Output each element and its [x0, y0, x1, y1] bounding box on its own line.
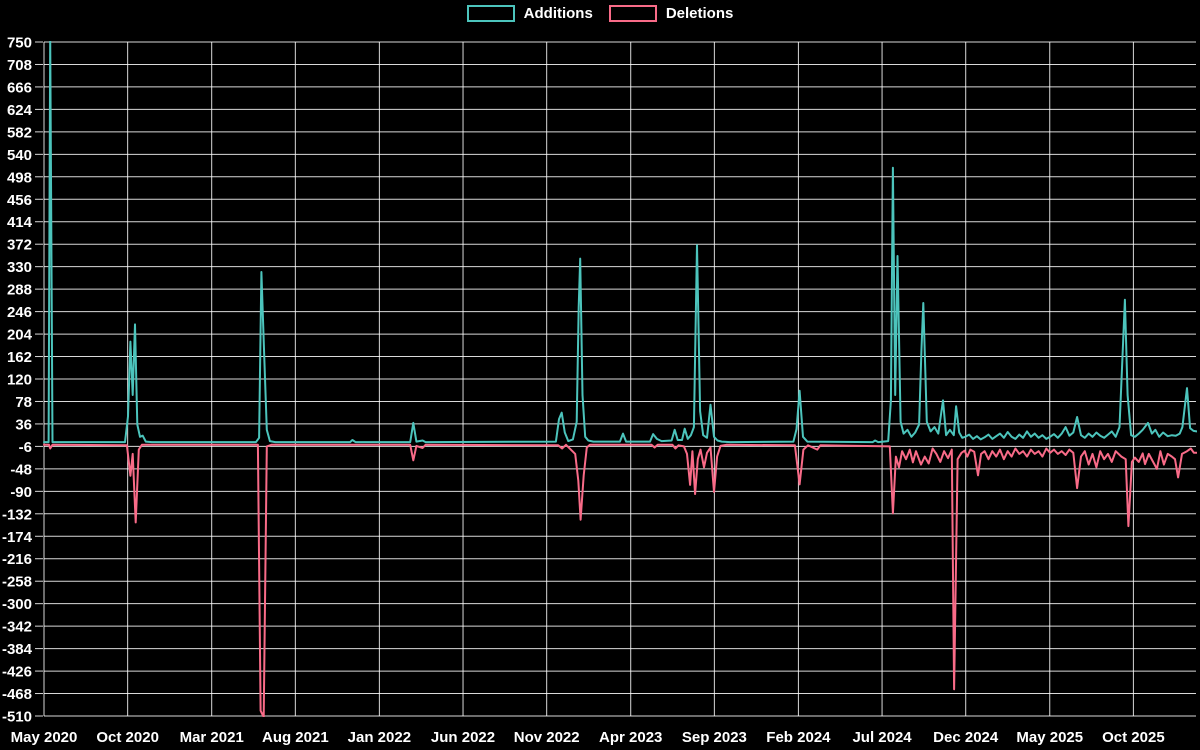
- y-axis-label: 204: [7, 327, 33, 344]
- y-axis-label: 498: [7, 169, 32, 186]
- y-axis-label: -132: [2, 506, 32, 523]
- y-axis-label: -48: [10, 461, 32, 478]
- x-axis-label: May 2025: [1016, 729, 1083, 746]
- x-axis-label: Dec 2024: [933, 729, 999, 746]
- legend-label-deletions: Deletions: [665, 5, 734, 22]
- y-axis-label: -216: [2, 551, 32, 568]
- y-axis-label: 330: [7, 259, 32, 276]
- x-axis-label: Jun 2022: [431, 729, 495, 746]
- legend-label-additions: Additions: [523, 5, 593, 22]
- y-axis-label: 120: [7, 372, 32, 389]
- x-axis-label: Feb 2024: [766, 729, 831, 746]
- y-axis-label: 36: [15, 416, 32, 433]
- y-axis-label: 540: [7, 147, 32, 164]
- gridlines: [35, 41, 1196, 717]
- y-axis-label: 750: [7, 35, 32, 52]
- y-axis-label: -6: [19, 439, 32, 456]
- x-axis-label: Oct 2025: [1102, 729, 1165, 746]
- y-axis-label: -384: [2, 641, 33, 658]
- legend-item-additions[interactable]: Additions: [466, 5, 593, 22]
- additions-line: [43, 41, 1197, 444]
- y-axis-labels: 750 708 666 624 582 540 498 456 414 372 330 288 246 2…: [2, 35, 33, 726]
- y-axis-label: -90: [10, 484, 32, 501]
- x-axis-label: Mar 2021: [180, 729, 244, 746]
- x-axis-label: May 2020: [11, 729, 78, 746]
- legend-swatch-deletions: [608, 5, 657, 22]
- y-axis-label: 162: [7, 349, 32, 366]
- chart-legend: Additions Deletions: [0, 5, 1200, 22]
- y-axis-label: 582: [7, 124, 32, 141]
- y-axis-label: -342: [2, 619, 32, 636]
- x-axis-labels: May 2020 Oct 2020 Mar 2021 Aug 2021 Jan 2022…: [11, 729, 1165, 746]
- x-axis-label: Apr 2023: [599, 729, 662, 746]
- x-axis-label: Aug 2021: [262, 729, 329, 746]
- y-axis-label: -258: [2, 574, 32, 591]
- y-axis-label: -174: [2, 529, 33, 546]
- y-axis-label: 666: [7, 79, 32, 96]
- y-axis-label: -510: [2, 709, 32, 726]
- y-axis-label: -468: [2, 686, 32, 703]
- y-axis-label: 414: [7, 214, 33, 231]
- y-axis-label: 624: [7, 102, 33, 119]
- x-axis-label: Oct 2020: [96, 729, 159, 746]
- y-axis-label: 708: [7, 57, 32, 74]
- y-axis-label: 78: [15, 394, 32, 411]
- y-axis-label: 456: [7, 192, 32, 209]
- legend-swatch-additions: [466, 5, 515, 22]
- y-axis-label: 246: [7, 304, 32, 321]
- y-axis-label: -300: [2, 596, 32, 613]
- y-axis-label: 372: [7, 237, 32, 254]
- legend-item-deletions[interactable]: Deletions: [608, 5, 734, 22]
- x-axis-label: Sep 2023: [682, 729, 747, 746]
- x-axis-label: Jan 2022: [348, 729, 411, 746]
- deletions-line: [43, 443, 1197, 717]
- y-axis-label: 288: [7, 282, 32, 299]
- x-axis-label: Jul 2024: [852, 729, 912, 746]
- x-axis-label: Nov 2022: [514, 729, 580, 746]
- y-axis-label: -426: [2, 664, 32, 681]
